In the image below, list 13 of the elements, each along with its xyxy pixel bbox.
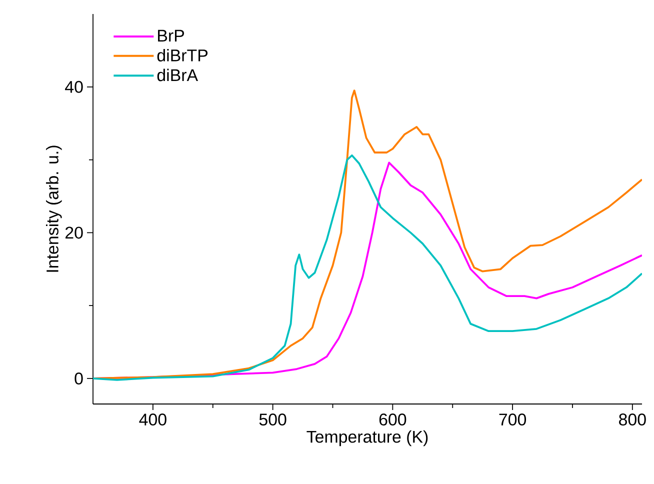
x-tick-label: 400 [139, 414, 166, 426]
x-axis-title: Temperature (K) [306, 430, 428, 446]
legend-label: BrP [158, 30, 184, 42]
y-axis-title: Intensity (arb. u.) [46, 146, 62, 272]
legend-label: diBrTP [157, 49, 208, 62]
y-tick-label: 20 [66, 226, 83, 239]
legend-label: diBrA [157, 68, 198, 82]
x-tick-label: 800 [619, 414, 646, 426]
y-tick-label: 40 [65, 80, 83, 93]
x-tick-label: 700 [499, 414, 526, 426]
x-tick-label: 600 [379, 414, 406, 426]
x-tick-label: 500 [259, 414, 286, 426]
y-tick-label: 0 [74, 372, 83, 384]
